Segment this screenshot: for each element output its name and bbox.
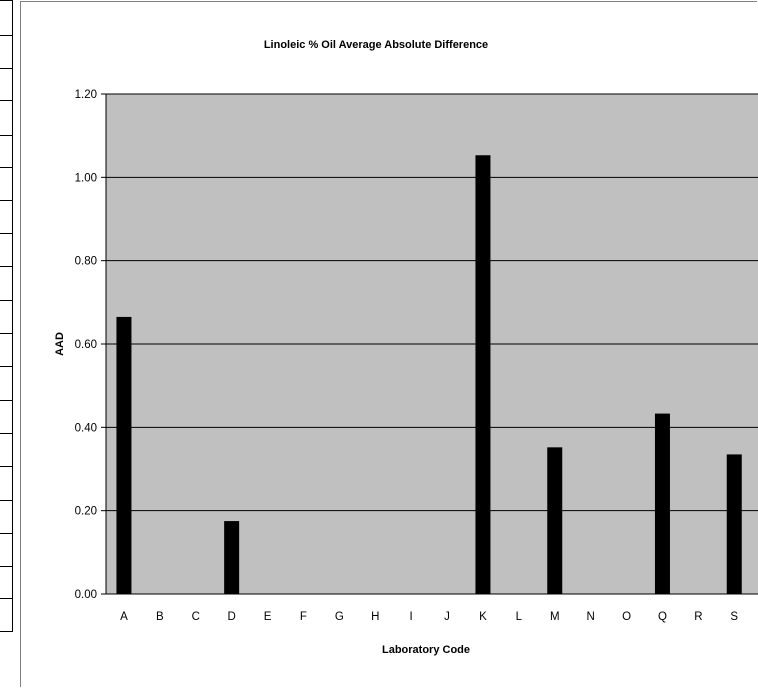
cell-border-line (0, 631, 12, 632)
y-tick-label: 1.20 (75, 89, 97, 101)
x-tick-label: J (444, 611, 450, 623)
y-axis-label: AAD (54, 332, 66, 356)
x-tick-label: N (586, 611, 594, 623)
x-tick-label: L (516, 611, 523, 623)
cell-border-line (0, 400, 12, 401)
bar-k (475, 155, 491, 594)
x-tick-label: S (730, 611, 738, 623)
x-tick-label: G (335, 611, 344, 623)
gridlines (106, 93, 758, 512)
cell-border-line (0, 466, 12, 467)
x-tick-label: D (227, 611, 235, 623)
bar-s (726, 454, 742, 594)
y-tick-label: 0.00 (75, 589, 97, 601)
y-axis: 0.00 0.20 0.40 0.60 0.80 1.00 1.20 (75, 89, 107, 601)
cell-border-line (0, 167, 12, 168)
bar-q (654, 413, 670, 594)
cell-border-line (0, 68, 12, 69)
spreadsheet-cell-grid-fragment (0, 0, 13, 632)
x-tick-label: F (300, 611, 307, 623)
chart-title: Linoleic % Oil Average Absolute Differen… (264, 39, 488, 51)
cell-border-line (0, 333, 12, 334)
x-tick-label: M (550, 611, 560, 623)
x-tick-label: O (622, 611, 631, 623)
cell-border-line (0, 300, 12, 301)
cell-border-line (0, 266, 12, 267)
cell-border-line (0, 35, 12, 36)
x-tick-label: A (120, 611, 128, 623)
x-tick-label: R (694, 611, 702, 623)
bar-m (547, 447, 563, 594)
bar-d (224, 521, 240, 594)
cell-border-line (0, 500, 12, 501)
cell-border-line (0, 135, 12, 136)
cell-border-line (0, 200, 12, 201)
y-tick-label: 0.20 (75, 506, 97, 518)
x-tick-label: B (156, 611, 164, 623)
x-tick-label: Q (658, 611, 667, 623)
cell-border-line (0, 433, 12, 434)
x-tick-label: K (479, 611, 487, 623)
y-tick-label: 0.80 (75, 256, 97, 268)
cell-border-line (0, 566, 12, 567)
x-tick-label: I (410, 611, 413, 623)
bar-a (116, 316, 132, 594)
x-tick-label: H (371, 611, 379, 623)
chart-area: Linoleic % Oil Average Absolute Differen… (20, 1, 758, 687)
chart-svg: Linoleic % Oil Average Absolute Differen… (54, 39, 758, 656)
bars (116, 155, 742, 594)
cell-border-line (0, 233, 12, 234)
cell-border-line (0, 533, 12, 534)
y-tick-label: 1.00 (75, 172, 97, 184)
x-axis-label: Laboratory Code (382, 644, 470, 656)
cell-border-line (0, 0, 12, 1)
x-tick-label: E (264, 611, 272, 623)
cell-border-line (0, 598, 12, 599)
x-tick-label: C (192, 611, 200, 623)
y-tick-label: 0.40 (75, 422, 97, 434)
y-tick-label: 0.60 (75, 339, 97, 351)
cell-border-line (0, 366, 12, 367)
cell-border-line (0, 100, 12, 101)
